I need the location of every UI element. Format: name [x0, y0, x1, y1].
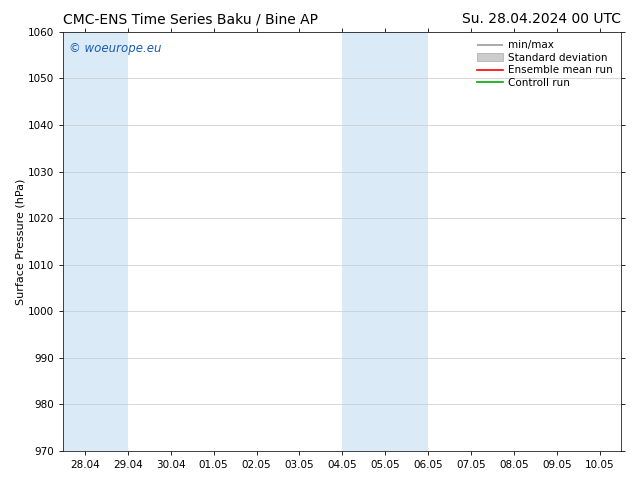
Legend: min/max, Standard deviation, Ensemble mean run, Controll run: min/max, Standard deviation, Ensemble me… — [474, 37, 616, 91]
Text: © woeurope.eu: © woeurope.eu — [69, 42, 162, 55]
Text: Su. 28.04.2024 00 UTC: Su. 28.04.2024 00 UTC — [462, 12, 621, 26]
Bar — [342, 32, 428, 451]
Y-axis label: Surface Pressure (hPa): Surface Pressure (hPa) — [15, 178, 25, 304]
Bar — [63, 32, 128, 451]
Text: CMC-ENS Time Series Baku / Bine AP: CMC-ENS Time Series Baku / Bine AP — [63, 12, 318, 26]
